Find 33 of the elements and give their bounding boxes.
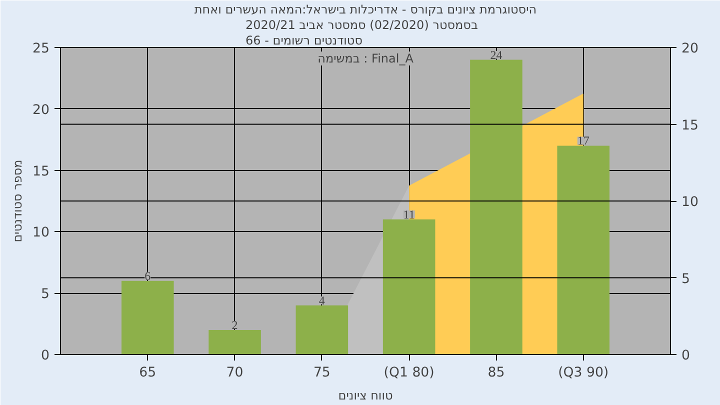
y-tick-label: 0 — [41, 348, 50, 364]
chart-title: היסטוגרמת ציונים בקורס - אדריכלות בישראל:המאה העשרים ואחת — [194, 2, 537, 16]
bar — [208, 330, 261, 354]
data-label: 4 — [318, 293, 325, 308]
bar — [470, 60, 522, 354]
y-tick-label: 15 — [32, 164, 50, 180]
x-tick-label: 75 — [313, 366, 330, 380]
y-tick-label: 5 — [41, 287, 50, 302]
y2-tick-label: 5 — [682, 272, 690, 287]
chart-subtitle: בסמסטר (02/2020) סמסטר אביב 2020/21 סטודנטים רשומים - 66 — [245, 18, 478, 48]
x-tick-label: (Q1 80) — [384, 366, 434, 380]
y2-tick-label: 15 — [682, 118, 698, 134]
y-axis-title: מספר סטודנטים — [10, 160, 25, 242]
annotation: במשימה : Final_A — [318, 52, 414, 66]
bar — [296, 305, 348, 354]
data-label: 24 — [490, 48, 502, 62]
x-tick-label: 85 — [488, 366, 505, 380]
x-tick-label: 70 — [226, 366, 244, 380]
data-label: 17 — [577, 134, 590, 148]
y2-tick-label: 0 — [682, 348, 690, 364]
bar — [122, 280, 174, 354]
data-label: 11 — [403, 207, 415, 222]
data-label: 6 — [144, 268, 151, 283]
data-label: 2 — [232, 318, 238, 332]
x-tick-label: (Q3 90) — [558, 366, 609, 380]
y2-tick-label: 20 — [682, 42, 698, 56]
y-tick-label: 10 — [32, 226, 50, 241]
x-axis-title: טווח ציונים — [338, 388, 393, 402]
y-tick-label: 25 — [32, 42, 50, 56]
x-tick-label: 65 — [139, 366, 156, 380]
bar — [557, 146, 610, 354]
y2-tick-label: 10 — [682, 195, 698, 210]
y-tick-label: 20 — [32, 102, 50, 118]
